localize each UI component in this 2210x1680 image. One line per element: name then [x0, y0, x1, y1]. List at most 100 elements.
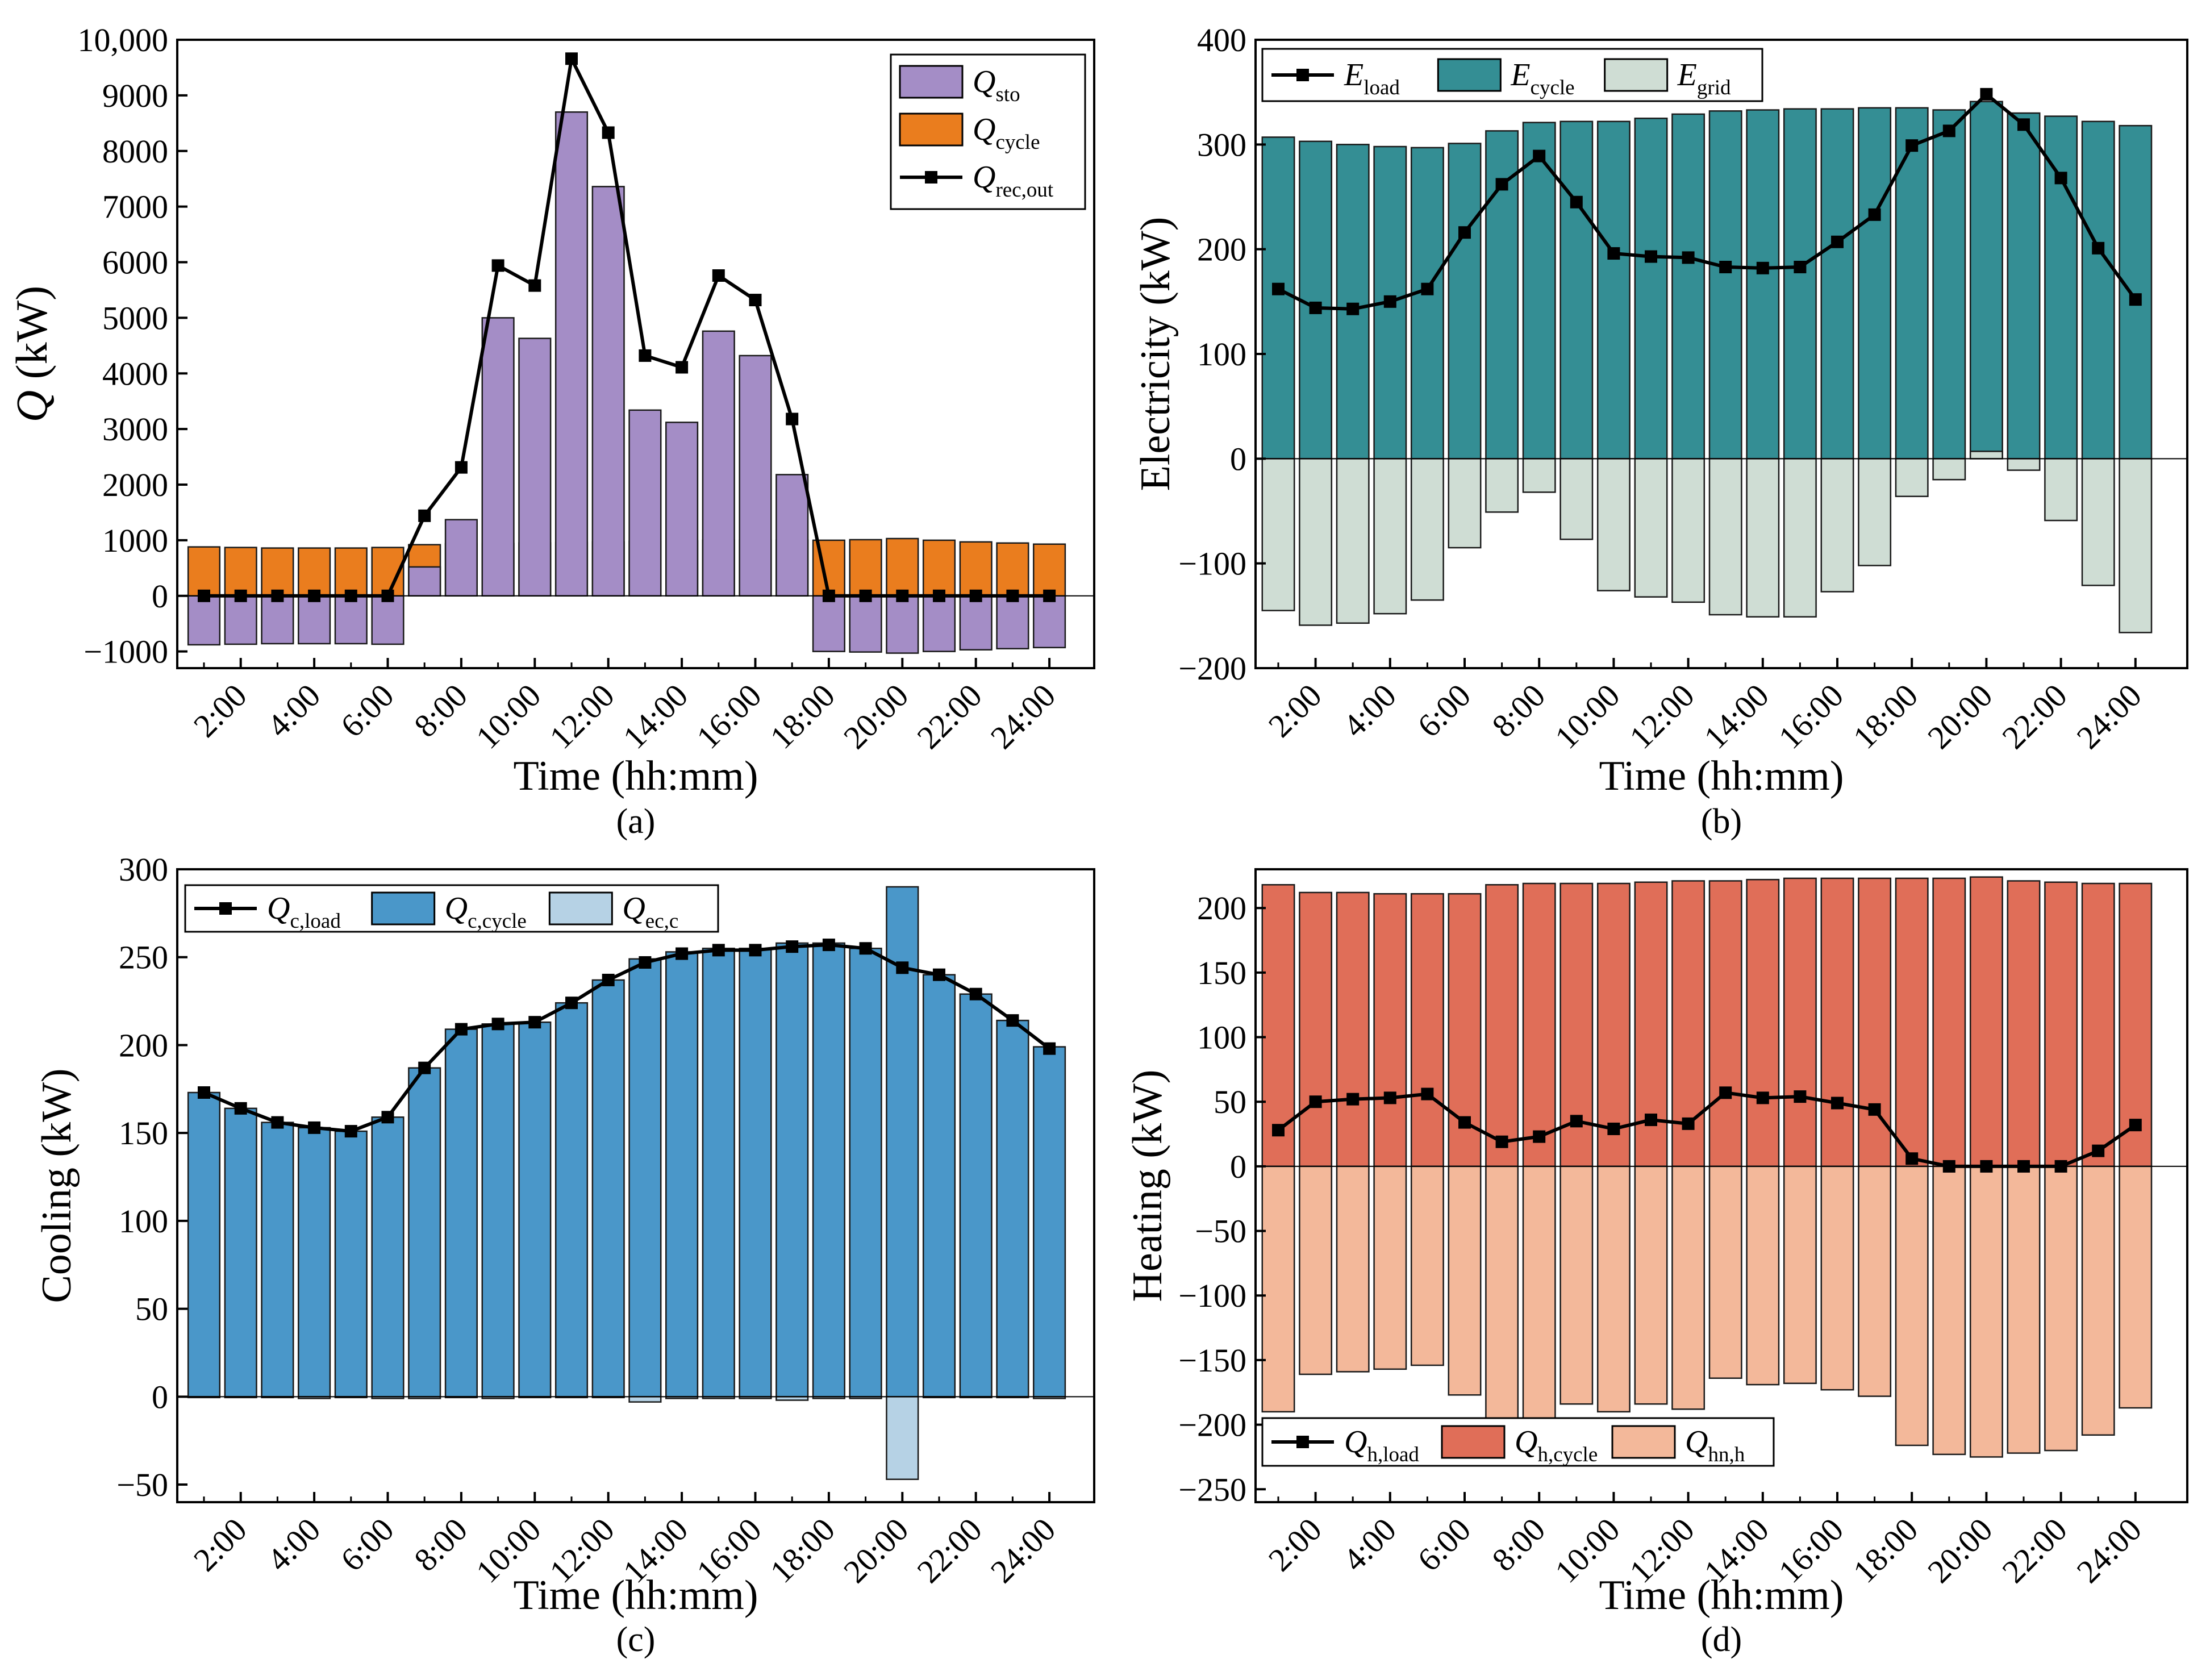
bar [665, 951, 699, 1398]
data-point [1346, 1093, 1360, 1106]
x-tick-label: 16:00 [689, 677, 768, 756]
bar [261, 595, 294, 645]
bar [1932, 458, 1966, 481]
data-point [712, 269, 725, 282]
data-point [859, 589, 872, 602]
x-tick-label: 16:00 [1771, 677, 1850, 756]
data-point [1533, 1130, 1546, 1143]
data-point [1942, 124, 1955, 137]
bar [1448, 143, 1482, 460]
bar [334, 595, 368, 645]
bar [371, 1116, 405, 1398]
data-point [1421, 282, 1434, 295]
data-point [528, 279, 541, 292]
bar [959, 993, 993, 1398]
bar [1559, 120, 1594, 460]
bar [444, 1028, 478, 1398]
data-point [565, 52, 578, 65]
data-point [896, 589, 909, 602]
bar [1336, 144, 1370, 460]
x-tick-label: 8:00 [407, 677, 474, 744]
data-point [234, 589, 247, 602]
data-point [1719, 1086, 1732, 1099]
bar [1299, 140, 1333, 460]
data-point [786, 940, 799, 953]
legend-box [1261, 1417, 1775, 1467]
data-point [565, 997, 578, 1010]
data-point [1868, 1103, 1881, 1116]
data-point [859, 942, 872, 955]
bar [187, 546, 221, 597]
bar [1708, 1165, 1742, 1379]
data-point [969, 987, 982, 1001]
x-axis-label: Time (hh:mm) [1599, 753, 1844, 799]
data-point [491, 1018, 504, 1031]
y-tick-label: 100 [1197, 1019, 1246, 1056]
bar [886, 1396, 919, 1481]
legend: Qh,load Qh,cycle Qhn,h [1261, 1417, 1775, 1467]
data-point [2054, 1160, 2067, 1173]
bar [1708, 880, 1742, 1168]
y-tick-label: 6000 [102, 244, 168, 281]
data-point [308, 1121, 321, 1134]
bar [1746, 878, 1780, 1168]
bar [1634, 458, 1668, 598]
bar [1522, 122, 1556, 460]
data-point [491, 259, 504, 272]
y-axis-label: Q (kW) [7, 286, 56, 422]
bar [591, 186, 625, 597]
bar [1671, 113, 1706, 460]
bar [444, 519, 478, 597]
bar [1671, 1165, 1706, 1410]
y-tick-label: 200 [1197, 231, 1246, 268]
data-point [454, 1023, 468, 1036]
bar [1559, 458, 1594, 540]
bar [224, 547, 257, 597]
bar [408, 1067, 441, 1398]
x-tick-label: 8:00 [1485, 677, 1553, 744]
x-axis-label: Time (hh:mm) [513, 753, 758, 799]
y-tick-label: 5000 [102, 299, 168, 336]
bar [1299, 458, 1333, 626]
legend-label: Eload [1344, 57, 1400, 99]
bar [775, 474, 809, 597]
legend: Qsto Qcycle Qrec,out [890, 53, 1086, 210]
data-point [1346, 302, 1360, 315]
bar [1522, 458, 1556, 493]
bar [1783, 877, 1817, 1168]
bar [1746, 458, 1780, 618]
x-tick-label: 6:00 [333, 1511, 401, 1578]
legend-item: Qh,cycle [1441, 1424, 1598, 1466]
x-axis-label: Time (hh:mm) [513, 1572, 758, 1619]
bar [334, 1130, 368, 1398]
y-tick-label: 10,000 [78, 22, 169, 59]
x-tick-label: 18:00 [763, 1511, 842, 1590]
bar [1969, 1165, 2003, 1458]
chart-panel-a: −1000 0 1000 2000 3000 4000 5000 6000 7000 8000 90… [7, 22, 1095, 841]
x-tick-label: 4:00 [1336, 677, 1403, 744]
legend-item: Qh,load [1271, 1424, 1419, 1466]
legend-item: Qrec,out [900, 160, 1054, 202]
data-point [2017, 118, 2030, 131]
data-point [969, 589, 982, 602]
x-tick-label: 22:00 [910, 677, 989, 756]
plot-frame [176, 868, 1095, 1503]
y-axis-label: Cooling (kW) [34, 1068, 80, 1303]
data-point [344, 589, 357, 602]
legend-item: Qec,c [548, 891, 678, 933]
bar [959, 541, 993, 597]
bar [628, 1396, 662, 1403]
bar [298, 1127, 331, 1398]
legend-marker [1296, 69, 1309, 81]
panel-caption: (a) [616, 802, 656, 841]
data-point [1905, 1152, 1919, 1165]
y-tick-label: 150 [119, 1115, 168, 1152]
bar [334, 547, 368, 597]
chart-panel-d: −250 −200 −150 −100 −50 0 50 100 150 200 2:00 4:00 6… [1124, 868, 2188, 1659]
bar [1969, 451, 2003, 460]
bar [1410, 1165, 1444, 1366]
x-axis: 2:00 4:00 6:00 8:0010:0012:0014:0016:0018:0… [186, 658, 1062, 756]
data-point [712, 944, 725, 957]
bar [1671, 458, 1706, 603]
